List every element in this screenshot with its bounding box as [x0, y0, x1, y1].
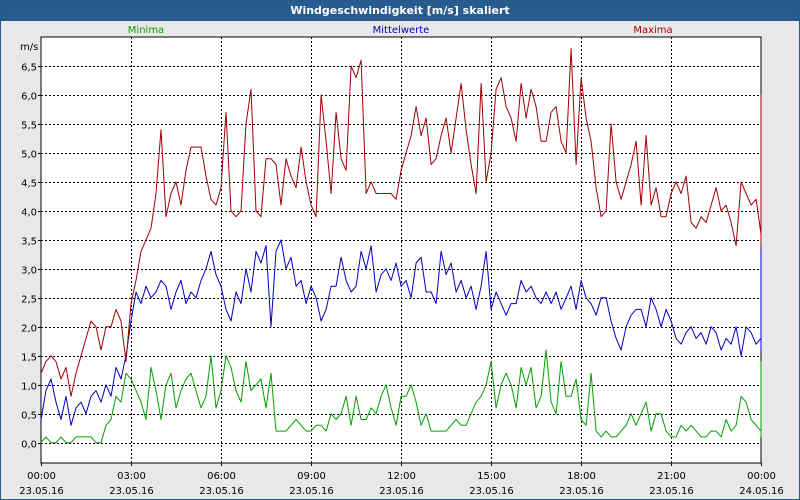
x-tick-date: 23.05.16	[379, 486, 424, 497]
y-tick-label: 5,0	[21, 150, 37, 161]
x-tick-date: 23.05.16	[469, 486, 514, 497]
x-tick-time: 12:00	[387, 471, 416, 482]
x-tick-time: 15:00	[477, 471, 506, 482]
series-line-minima	[40, 349, 762, 444]
y-tick-label: 2,5	[21, 295, 37, 306]
y-tick-label: 4,0	[21, 208, 37, 219]
grid	[41, 37, 761, 463]
window-title: Windgeschwindigkeit [m/s] skaliert	[1, 1, 799, 21]
x-tick-date: 24.05.16	[739, 486, 784, 497]
y-tick-label: 1,5	[21, 353, 37, 364]
y-tick-label: 0,5	[21, 411, 37, 422]
x-tick-date: 23.05.16	[289, 486, 334, 497]
legend-minima: Minima	[128, 25, 164, 36]
y-tick-label: 3,0	[21, 266, 37, 277]
legend: Minima Mittelwerte Maxima	[128, 25, 673, 36]
x-tick-time: 00:00	[747, 471, 776, 482]
x-tick-time: 09:00	[297, 471, 326, 482]
y-tick-label: 2,0	[21, 324, 37, 335]
series-line-mittelwerte	[40, 239, 762, 426]
series-line-maxima	[40, 48, 762, 397]
x-tick-date: 23.05.16	[199, 486, 244, 497]
legend-mittelwerte: Mittelwerte	[373, 25, 430, 36]
x-axis: 00:00 23.05.16 03:00 23.05.16 06:00 23.05.16 0…	[19, 463, 784, 497]
x-tick-time: 21:00	[657, 471, 686, 482]
x-tick-time: 00:00	[27, 471, 56, 482]
x-tick-date: 23.05.16	[559, 486, 604, 497]
y-tick-label: 6,5	[21, 63, 37, 74]
y-axis-label: m/s	[20, 42, 38, 53]
x-tick-time: 03:00	[117, 471, 146, 482]
y-axis: 0,0 0,5 1,0 1,5 2,0 2,5 3,0 3,5 4,0 4,5 5,0 5,5 6,0 6…	[21, 63, 41, 451]
x-tick-time: 18:00	[567, 471, 596, 482]
y-tick-label: 5,5	[21, 121, 37, 132]
y-tick-label: 0,0	[21, 440, 37, 451]
x-tick-date: 23.05.16	[19, 486, 64, 497]
series-group	[40, 48, 762, 444]
x-tick-date: 23.05.16	[109, 486, 154, 497]
x-tick-date: 23.05.16	[649, 486, 694, 497]
y-tick-label: 1,0	[21, 382, 37, 393]
x-tick-time: 06:00	[207, 471, 236, 482]
legend-maxima: Maxima	[633, 25, 672, 36]
chart-canvas: 0,0 0,5 1,0 1,5 2,0 2,5 3,0 3,5 4,0 4,5 5,0 5,5 6,0 6…	[19, 25, 784, 497]
y-tick-label: 4,5	[21, 179, 37, 190]
y-tick-label: 3,5	[21, 237, 37, 248]
y-tick-label: 6,0	[21, 92, 37, 103]
